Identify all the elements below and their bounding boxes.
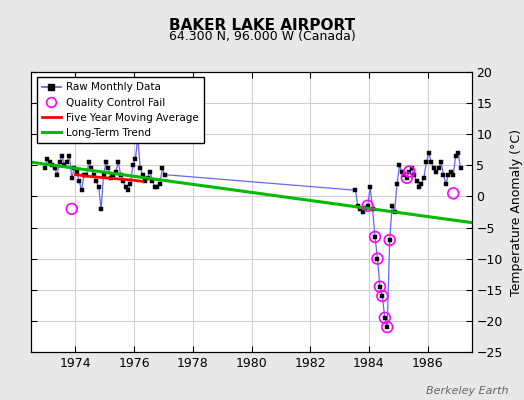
Point [449, 190, 457, 196]
Point [68, 206, 76, 212]
Point [364, 202, 372, 209]
Legend: Raw Monthly Data, Quality Control Fail, Five Year Moving Average, Long-Term Tren: Raw Monthly Data, Quality Control Fail, … [37, 77, 204, 143]
Point [405, 168, 413, 175]
Point [402, 174, 411, 181]
Point [386, 237, 394, 243]
Point [373, 256, 381, 262]
Y-axis label: Temperature Anomaly (°C): Temperature Anomaly (°C) [510, 128, 523, 296]
Text: Berkeley Earth: Berkeley Earth [426, 386, 508, 396]
Text: 64.300 N, 96.000 W (Canada): 64.300 N, 96.000 W (Canada) [169, 30, 355, 43]
Point [376, 284, 384, 290]
Text: BAKER LAKE AIRPORT: BAKER LAKE AIRPORT [169, 18, 355, 33]
Point [380, 314, 389, 321]
Point [378, 293, 387, 299]
Point [383, 324, 391, 330]
Point [371, 234, 379, 240]
